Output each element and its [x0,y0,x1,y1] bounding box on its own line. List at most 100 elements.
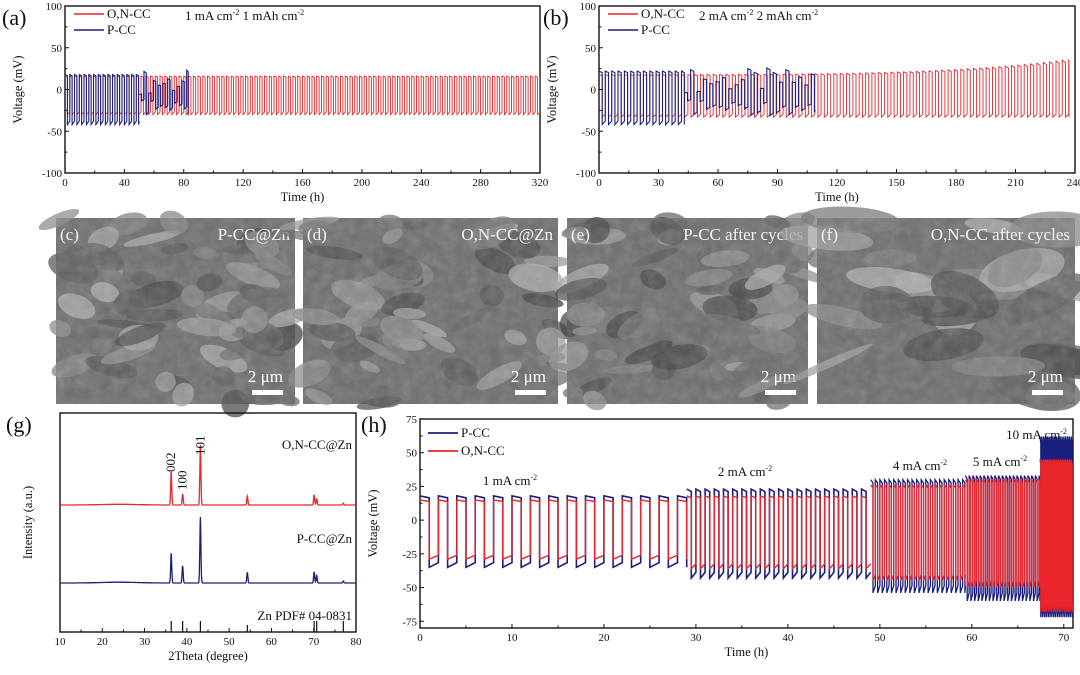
scale-bar [515,390,546,395]
legend-label: P-CC [107,22,136,37]
trace-segment-1 [686,494,872,571]
pattern-label: P-CC@Zn [297,531,353,546]
sem-panel-f: (f) O,N-CC after cycles 2 μm [779,206,1080,412]
x-tick-label: 80 [178,177,190,189]
plot-area [65,68,540,127]
reference-label: Zn PDF# 04-0831 [257,608,352,623]
legend-label: O,N-CC [461,443,505,458]
xrd-pattern-o-n-cc-zn [60,444,356,506]
x-tick-label: 120 [829,177,846,189]
plot-area [599,59,1070,127]
text-part: 2 mA cm [699,8,747,23]
x-axis-title: Time (h) [815,190,859,204]
superscript: -2 [1021,454,1028,463]
trace-segment-4 [1039,459,1073,612]
sem-panel-letter: (d) [307,225,327,244]
superscript: -2 [747,8,754,17]
y-tick-label: 75 [406,414,418,426]
y-tick-label: -50 [402,583,417,595]
x-tick-label: 0 [596,177,602,189]
x-tick-label: 20 [97,636,109,648]
superscript: -2 [531,473,538,482]
trace-stable [65,73,140,127]
y-tick-label: 100 [580,1,597,13]
peak-index-label: 002 [163,453,178,473]
x-tick-label: 90 [772,177,784,189]
superscript: -2 [233,8,240,17]
y-tick-label: 25 [406,481,418,493]
text-part: 5 mA cm [973,454,1021,469]
sem-panel-letter: (e) [571,225,590,244]
series-o-n-cc [599,59,1070,119]
y-tick-label: -50 [47,126,62,138]
scale-bar-label: 2 μm [761,367,796,386]
text-part: 2 mA cm [718,464,766,479]
plot-frame [419,418,1074,629]
scale-bar [252,390,283,395]
x-tick-label: 60 [713,177,725,189]
x-axis-title: Time (h) [281,190,325,204]
superscript: -2 [1060,427,1067,436]
x-tick-label: 40 [119,177,131,189]
x-axis-title: 2Theta (degree) [168,649,247,663]
sem-noise-overlay [303,218,558,404]
sem-sample-label: O,N-CC@Zn [461,225,553,244]
x-tick-label: 180 [948,177,965,189]
x-tick-label: 80 [351,636,363,648]
scale-bar-label: 2 μm [511,367,546,386]
trace-short-circuit [139,68,189,116]
y-axis-title: Voltage (mV) [11,55,25,123]
y-tick-label: -50 [581,126,596,138]
y-tick-label: -25 [402,549,417,561]
sem-panel-c: (c) P-CC@Zn 2 μm [38,208,309,418]
xrd-pattern-p-cc-zn [60,516,356,584]
panel-h: (h) 0 10 20 30 40 50 60 70 -75 -50 -25 0 25 50 75 Time … [361,412,1074,659]
trace-segment-0 [420,494,688,569]
x-tick-label: 150 [888,177,905,189]
trace-segment-3 [964,477,1041,588]
x-tick-label: 120 [235,177,252,189]
sem-noise-overlay [567,218,808,404]
x-tick-label: 200 [354,177,371,189]
y-tick-label: 0 [57,85,63,97]
panel-g: (g) 10 20 30 40 50 60 70 80 2Theta (degree) Inten… [6,412,362,663]
scale-bar [1032,390,1063,395]
sem-panel-d: (d) O,N-CC@Zn 2 μm [279,214,572,410]
sem-noise-overlay [56,218,295,404]
y-tick-label: -75 [402,616,417,628]
peak-index-label: 101 [192,436,207,456]
x-tick-label: 160 [294,177,311,189]
panel-a: (a) 0 40 80 120 160 200 240 280 320 -100 -50 0 50 100… [2,1,549,204]
x-tick-label: 240 [413,177,430,189]
y-tick-label: -100 [42,168,63,180]
x-axis-title: Time (h) [725,645,769,659]
x-tick-label: 70 [1058,632,1070,644]
peak-index-label: 100 [175,471,190,491]
x-tick-label: 320 [532,177,549,189]
x-tick-label: 30 [690,632,702,644]
trace [599,59,1070,119]
y-tick-label: 50 [585,43,597,55]
text-part: 10 mA cm [1006,427,1060,442]
text-part: 4 mA cm [893,458,941,473]
series-o-n-cc [420,459,1073,612]
x-tick-label: 240 [1067,177,1080,189]
panel-label-h: (h) [361,412,387,437]
series-p-cc [599,66,816,127]
superscript: -2 [811,8,818,17]
y-tick-label: 50 [51,43,63,55]
text-part: 1 mA cm [185,8,233,23]
y-tick-label: -100 [576,168,597,180]
rate-label: 10 mA cm-2 [1006,427,1067,442]
x-tick-label: 60 [966,632,978,644]
y-tick-label: 100 [46,1,63,13]
sem-sample-label: P-CC after cycles [683,225,803,244]
x-tick-label: 50 [874,632,886,644]
scale-bar [765,390,796,395]
sem-panel-letter: (c) [60,225,79,244]
rate-label: 5 mA cm-2 [973,454,1027,469]
panel-label-a: (a) [2,5,26,30]
x-tick-label: 30 [139,636,151,648]
x-tick-label: 210 [1007,177,1024,189]
rate-label: 1 mA cm-2 [483,473,537,488]
